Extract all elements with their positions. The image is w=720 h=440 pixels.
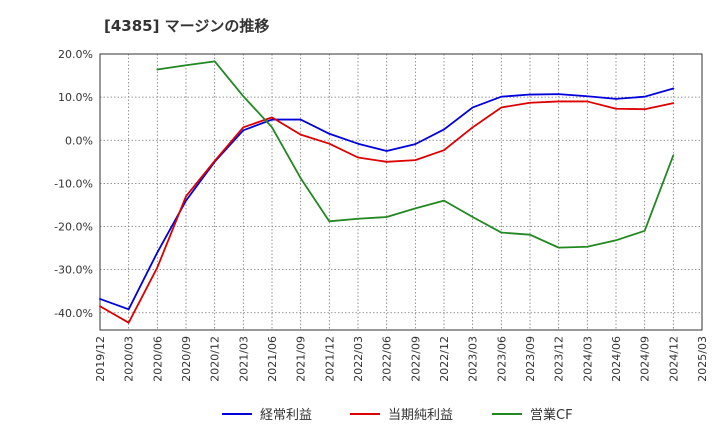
legend-label-1: 経常利益: [260, 408, 312, 423]
x-tick-label: 2019/12: [94, 336, 107, 382]
y-tick-label: 0.0%: [65, 134, 93, 147]
chart-title: [4385] マージンの推移: [104, 17, 269, 35]
series-line-2: [99, 100, 675, 324]
x-tick-label: 2024/06: [610, 336, 623, 382]
x-tick-label: 2022/09: [409, 336, 422, 382]
grid-layer: [99, 53, 703, 330]
y-tick-label: 20.0%: [58, 48, 93, 61]
x-tick-label: 2022/06: [381, 336, 394, 382]
x-tick-label: 2024/09: [639, 336, 652, 382]
y-tick-label: -40.0%: [54, 307, 93, 320]
y-tick-label: -30.0%: [54, 264, 93, 277]
x-tick-label: 2021/12: [323, 336, 336, 382]
x-tick-label: 2020/12: [209, 336, 222, 382]
x-axis-ticks: 2019/12 2020/03 2020/06 2020/09 2020/12 2021/…: [94, 336, 709, 382]
x-tick-label: 2023/09: [524, 336, 537, 382]
legend: 経常利益 当期純利益 営業CF: [222, 407, 573, 423]
x-tick-label: 2022/12: [438, 336, 451, 382]
x-tick-label: 2020/03: [123, 336, 136, 382]
x-tick-label: 2021/09: [295, 336, 308, 382]
x-tick-label: 2022/03: [352, 336, 365, 382]
x-tick-label: 2023/06: [495, 336, 508, 382]
x-tick-label: 2025/03: [696, 336, 709, 382]
x-tick-label: 2020/06: [151, 336, 164, 382]
series-line-3: [156, 60, 675, 249]
y-tick-label: 10.0%: [58, 91, 93, 104]
legend-label-2: 当期純利益: [388, 408, 453, 423]
plot-frame: [99, 53, 703, 331]
y-axis-ticks: 20.0% 10.0% 0.0% -10.0% -20.0% -30.0% -40.0%: [54, 48, 93, 320]
series-layer: [99, 60, 675, 324]
x-tick-label: 2024/12: [667, 336, 680, 382]
legend-label-3: 営業CF: [530, 407, 573, 423]
series-line-1: [99, 87, 675, 311]
x-tick-label: 2020/09: [180, 336, 193, 382]
x-tick-label: 2021/03: [237, 336, 250, 382]
x-tick-label: 2024/03: [581, 336, 594, 382]
x-tick-label: 2023/12: [553, 336, 566, 382]
x-tick-label: 2023/03: [467, 336, 480, 382]
x-tick-label: 2021/06: [266, 336, 279, 382]
y-tick-label: -20.0%: [54, 221, 93, 234]
y-tick-label: -10.0%: [54, 177, 93, 190]
